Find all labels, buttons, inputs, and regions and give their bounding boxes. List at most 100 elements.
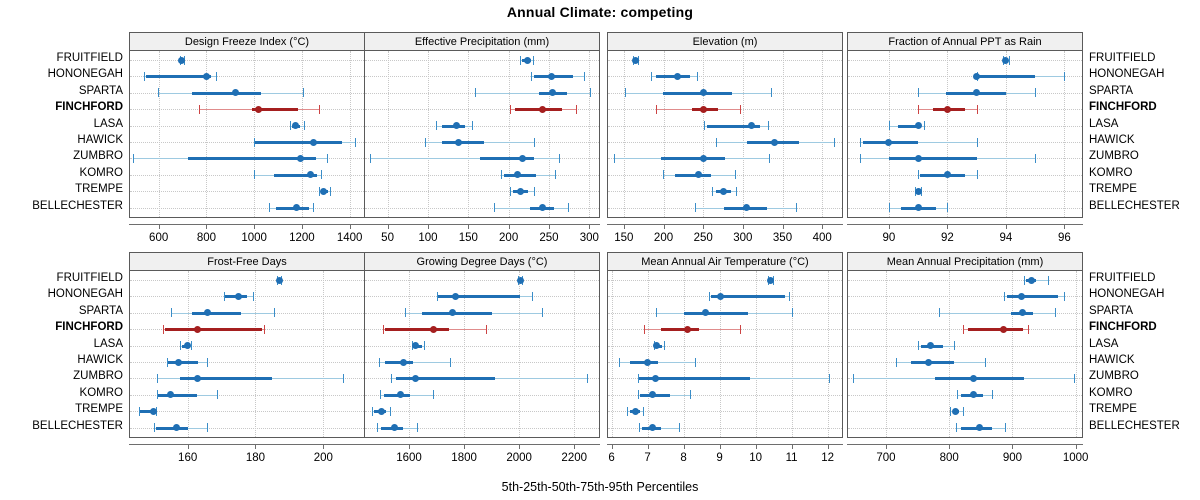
panel-title: Effective Precipitation (mm) <box>365 33 599 51</box>
gridline-vertical <box>949 271 951 437</box>
box-p25-p75 <box>707 124 761 128</box>
gridline-horizontal <box>848 411 1082 413</box>
x-axis-line <box>607 224 843 225</box>
cap-p5 <box>939 308 941 318</box>
panel-effective-precipitation-mm: Effective Precipitation (mm) <box>364 32 600 218</box>
whisker-p5-p95 <box>474 92 591 94</box>
x-axis-tick-label: 10 <box>749 452 762 464</box>
x-axis-line <box>364 224 600 225</box>
median-dot-p50 <box>291 122 299 130</box>
box-p25-p75 <box>421 311 492 315</box>
cap-p5 <box>474 88 476 98</box>
panel-mean-annual-air-temperature-c: Mean Annual Air Temperature (°C) <box>607 252 843 438</box>
gridline-horizontal <box>130 427 364 429</box>
cap-p5 <box>918 170 920 180</box>
cap-p95 <box>768 121 770 131</box>
gridline-horizontal <box>848 76 1082 78</box>
median-dot-p50 <box>149 407 157 415</box>
site-label-trempe: TREMPE <box>1089 403 1137 416</box>
gridline-vertical <box>1075 271 1077 437</box>
cap-p5 <box>510 104 512 114</box>
site-label-komro: KOMRO <box>79 166 123 179</box>
median-dot-p50 <box>649 424 657 432</box>
x-axis-tick <box>683 444 685 449</box>
cap-p95 <box>433 390 435 400</box>
median-dot-p50 <box>307 171 315 179</box>
gridline-vertical <box>755 271 757 437</box>
cap-p5 <box>253 137 255 147</box>
cap-p95 <box>947 203 949 213</box>
site-label-lasa: LASA <box>1089 337 1119 350</box>
cap-p5 <box>888 121 890 131</box>
cap-p5 <box>170 308 172 318</box>
gridline-vertical <box>589 51 591 217</box>
cap-p5 <box>896 357 898 367</box>
site-label-sparta: SPARTA <box>78 84 123 97</box>
cap-p5 <box>859 153 861 163</box>
cap-p95 <box>1064 291 1066 301</box>
panel-frost-free-days: Frost-Free Days <box>129 252 365 438</box>
cap-p95 <box>156 406 158 416</box>
panel-design-freeze-index-c: Design Freeze Index (°C) <box>129 32 365 218</box>
cap-p95 <box>770 88 772 98</box>
cap-p95 <box>1027 324 1029 334</box>
whisker-p5-p95 <box>859 142 977 143</box>
x-axis-tick <box>301 224 303 229</box>
box-p25-p75 <box>167 360 198 364</box>
median-dot-p50 <box>396 391 404 399</box>
x-axis-line <box>847 224 1083 225</box>
x-axis-tick-label: 6 <box>608 452 615 464</box>
site-label-hawick: HAWICK <box>1089 354 1135 366</box>
cap-p95 <box>216 390 218 400</box>
median-dot-p50 <box>232 89 240 97</box>
x-axis-tick <box>574 444 576 449</box>
cap-p95 <box>1004 423 1006 433</box>
site-label-zumbro: ZUMBRO <box>73 150 123 163</box>
gridline-horizontal <box>365 362 599 363</box>
box-p25-p75 <box>479 157 535 161</box>
cap-p95 <box>326 153 328 163</box>
cap-p95 <box>555 170 557 180</box>
median-dot-p50 <box>699 105 707 113</box>
median-dot-p50 <box>694 171 702 179</box>
gridline-horizontal <box>848 207 1082 209</box>
cap-p95 <box>303 88 305 98</box>
median-dot-p50 <box>771 138 779 146</box>
site-label-zumbro: ZUMBRO <box>73 370 123 383</box>
plot-area <box>365 51 599 217</box>
cap-p95 <box>568 203 570 213</box>
x-axis-tick <box>464 444 466 449</box>
gridline-vertical <box>822 51 824 217</box>
cap-p95 <box>252 291 254 301</box>
gridline-vertical <box>1012 271 1014 437</box>
x-axis-tick <box>387 224 389 229</box>
x-axis-tick <box>255 444 257 449</box>
x-axis-tick-label: 600 <box>149 232 169 244</box>
site-label-lasa: LASA <box>1089 117 1119 130</box>
median-dot-p50 <box>448 309 456 317</box>
median-dot-p50 <box>925 358 933 366</box>
site-label-komro: KOMRO <box>1089 166 1133 179</box>
median-dot-p50 <box>451 292 459 300</box>
box-p25-p75 <box>192 91 262 95</box>
x-axis-tick-label: 1200 <box>289 232 315 244</box>
site-label-fruitfield: FRUITFIELD <box>1089 52 1156 64</box>
cap-p5 <box>637 390 639 400</box>
x-axis-tick-label: 9 <box>716 452 723 464</box>
cap-p5 <box>436 121 437 131</box>
median-dot-p50 <box>166 391 174 399</box>
cap-p95 <box>976 170 978 180</box>
cap-p5 <box>424 137 426 147</box>
cap-p95 <box>531 291 533 301</box>
cap-p95 <box>471 121 473 131</box>
cap-p95 <box>584 71 586 81</box>
cap-p95 <box>1035 153 1037 163</box>
cap-p5 <box>378 357 380 367</box>
site-label-fruitfield: FRUITFIELD <box>1089 272 1156 284</box>
whisker-p5-p95 <box>378 362 450 363</box>
cap-p5 <box>253 170 255 180</box>
panel-elevation-m: Elevation (m) <box>607 32 843 218</box>
gridline-vertical <box>158 51 160 217</box>
gridline-horizontal <box>130 142 364 143</box>
cap-p95 <box>586 373 588 383</box>
